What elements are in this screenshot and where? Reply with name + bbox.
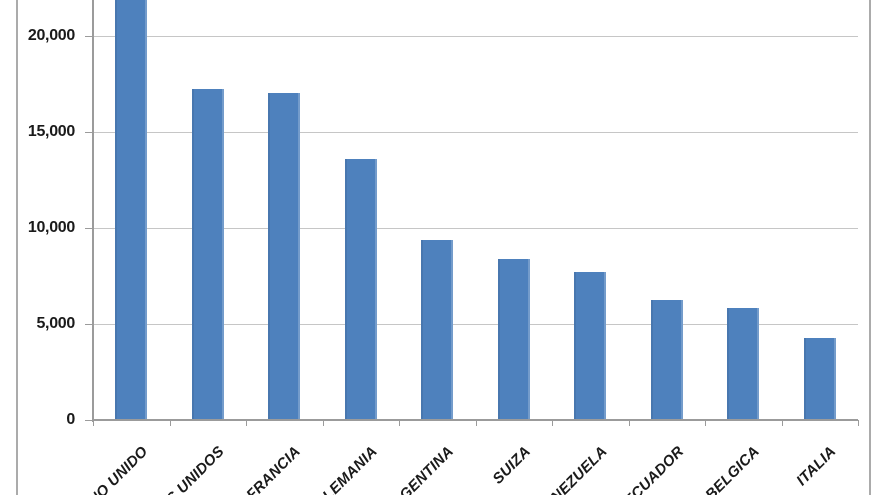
- x-category-label: REINO UNIDO: [66, 443, 152, 495]
- bar: [650, 299, 683, 420]
- x-category-label: ITALIA: [793, 443, 840, 490]
- y-gridline: [93, 131, 858, 133]
- bar: [344, 158, 377, 420]
- y-tick-label: 0: [66, 411, 75, 428]
- y-axis-line: [92, 0, 94, 422]
- x-category-label: SUIZA: [489, 443, 534, 488]
- bar: [574, 272, 607, 420]
- bar: [727, 307, 760, 420]
- x-axis-tick: [169, 420, 171, 426]
- y-axis-tick: [85, 131, 93, 133]
- x-category-label: ALEMANIA: [311, 443, 381, 495]
- y-tick-label: 20,000: [27, 26, 75, 44]
- y-axis-tick: [85, 323, 93, 325]
- x-axis-tick: [628, 420, 630, 426]
- x-axis-tick: [705, 420, 706, 426]
- bar: [268, 93, 301, 420]
- x-axis-tick: [552, 420, 553, 426]
- y-gridline: [93, 323, 858, 325]
- y-tick-label: 15,000: [27, 122, 75, 140]
- x-axis-tick: [475, 420, 477, 426]
- x-category-label: FRANCIA: [243, 443, 305, 495]
- bar: [497, 258, 530, 420]
- x-axis-tick: [322, 420, 324, 426]
- y-axis-tick: [85, 35, 93, 37]
- y-tick-label: 10,000: [27, 218, 75, 236]
- chart-frame-left-border: [16, 0, 18, 495]
- chart-frame-right-border: [869, 0, 871, 495]
- x-axis-tick: [246, 420, 247, 426]
- y-tick-label: 5,000: [36, 314, 75, 332]
- x-axis-tick: [399, 420, 400, 426]
- y-gridline: [93, 227, 858, 229]
- x-category-label: BELGICA: [702, 443, 764, 495]
- x-axis-tick: [858, 420, 859, 426]
- x-category-label: VENEZUELA: [532, 443, 611, 495]
- x-category-label: ARGENTINA: [380, 443, 458, 495]
- bar: [803, 338, 836, 420]
- bar: [421, 240, 454, 420]
- bar: [115, 0, 148, 420]
- x-axis-tick: [781, 420, 783, 426]
- x-category-label: ECUADOR: [620, 443, 687, 495]
- y-gridline: [93, 35, 858, 37]
- y-axis-tick: [85, 420, 93, 421]
- y-axis-tick: [85, 227, 93, 229]
- x-axis-tick: [93, 420, 94, 426]
- bar: [191, 89, 224, 420]
